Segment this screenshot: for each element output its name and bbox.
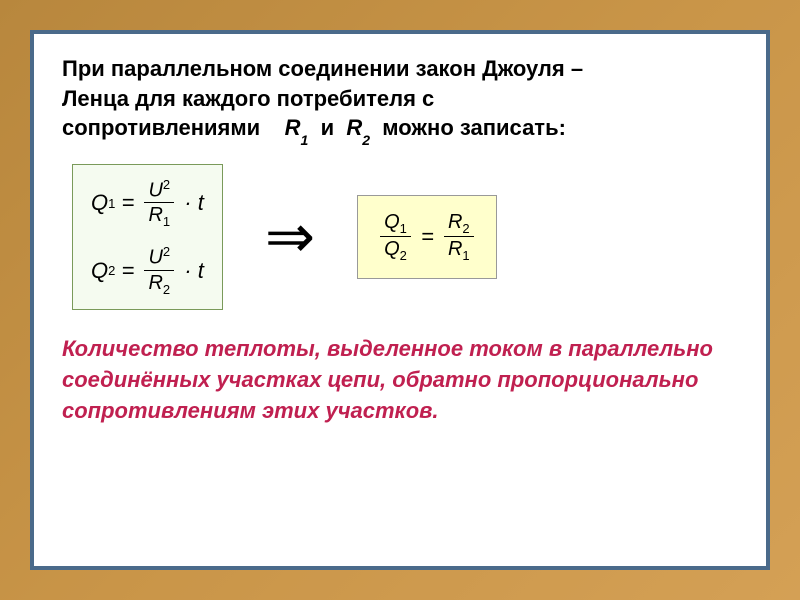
q2-Usup: 2 bbox=[163, 244, 170, 259]
q2-Q: Q bbox=[91, 258, 108, 284]
ratio-R1: R bbox=[448, 238, 462, 260]
equation-q2: Q2 = U2 R2 · t bbox=[91, 244, 204, 297]
r2-symbol: R2 bbox=[346, 115, 376, 140]
ratio-Q2sub: 2 bbox=[400, 248, 407, 263]
equation-q1: Q1 = U2 R1 · t bbox=[91, 177, 204, 230]
ratio-right-fraction: R2 R1 bbox=[444, 210, 474, 264]
r1-sub: 1 bbox=[301, 132, 309, 148]
intro-line2: Ленца для каждого потребителя с bbox=[62, 86, 434, 111]
r2-letter: R bbox=[346, 115, 362, 140]
ratio-R1sub: 1 bbox=[462, 248, 469, 263]
ratio-Q2: Q bbox=[384, 238, 400, 260]
q2-fraction: U2 R2 bbox=[144, 244, 174, 297]
intro-and: и bbox=[321, 115, 335, 140]
ratio-Q1: Q bbox=[384, 211, 400, 233]
q2-Qsub: 2 bbox=[108, 263, 115, 278]
conclusion-text: Количество теплоты, выделенное током в п… bbox=[62, 334, 738, 426]
formula-box-left: Q1 = U2 R1 · t Q2 = U2 R2 · t bbox=[72, 164, 223, 311]
q2-U: U bbox=[148, 247, 162, 269]
intro-line1: При параллельном соединении закон Джоуля… bbox=[62, 56, 583, 81]
r2-sub: 2 bbox=[362, 132, 370, 148]
equation-ratio: Q1 Q2 = R2 R1 bbox=[376, 210, 478, 264]
q2-t: t bbox=[198, 258, 204, 284]
q1-fraction: U2 R1 bbox=[144, 177, 174, 230]
intro-line3b: можно записать: bbox=[382, 115, 566, 140]
r1-letter: R bbox=[285, 115, 301, 140]
q1-t: t bbox=[198, 190, 204, 216]
q2-Rsub: 2 bbox=[163, 282, 170, 297]
slide-card: При параллельном соединении закон Джоуля… bbox=[30, 30, 770, 570]
ratio-R2: R bbox=[448, 211, 462, 233]
q1-Qsub: 1 bbox=[108, 196, 115, 211]
intro-paragraph: При параллельном соединении закон Джоуля… bbox=[62, 54, 738, 146]
r1-symbol: R1 bbox=[285, 115, 315, 140]
implies-arrow: ⇒ bbox=[265, 202, 315, 272]
formula-box-right: Q1 Q2 = R2 R1 bbox=[357, 195, 497, 279]
ratio-left-fraction: Q1 Q2 bbox=[380, 210, 411, 264]
q1-R: R bbox=[148, 204, 162, 226]
formulas-row: Q1 = U2 R1 · t Q2 = U2 R2 · t ⇒ bbox=[62, 164, 738, 311]
intro-line3a: сопротивлениями bbox=[62, 115, 260, 140]
q1-U: U bbox=[148, 179, 162, 201]
q1-Usup: 2 bbox=[163, 177, 170, 192]
ratio-Q1sub: 1 bbox=[400, 221, 407, 236]
ratio-R2sub: 2 bbox=[462, 221, 469, 236]
q1-Rsub: 1 bbox=[163, 214, 170, 229]
q1-Q: Q bbox=[91, 190, 108, 216]
q2-R: R bbox=[148, 272, 162, 294]
